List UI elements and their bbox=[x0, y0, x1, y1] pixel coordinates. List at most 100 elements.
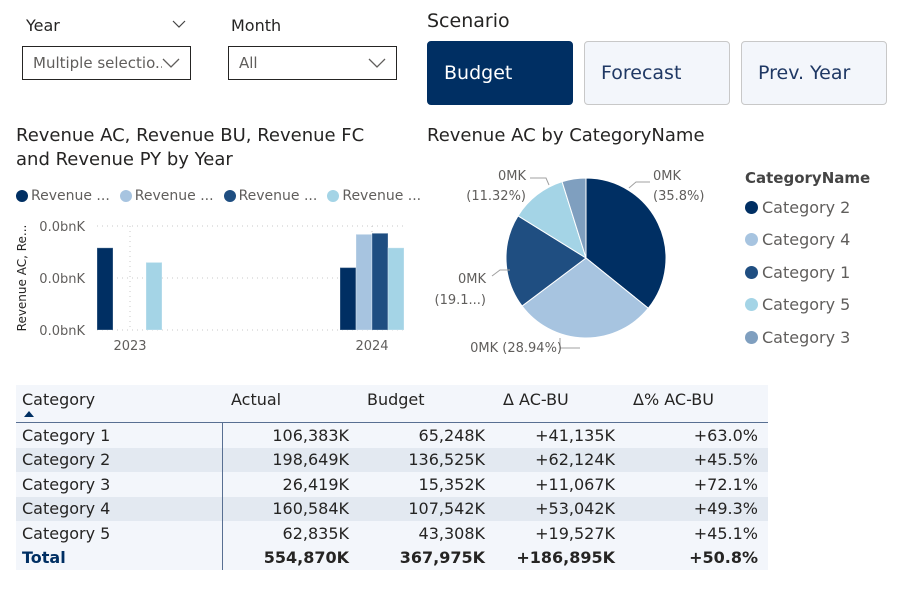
pie-legend-item[interactable]: Category 5 bbox=[745, 289, 870, 322]
cell-delta: +19,527K bbox=[535, 523, 615, 543]
year-slicer-title: Year bbox=[26, 16, 60, 35]
table-row[interactable]: Category 1 106,383K 65,248K +41,135K +63… bbox=[16, 423, 768, 448]
leader-line bbox=[628, 181, 650, 189]
legend-item-revenue-bu[interactable]: Revenue ... bbox=[119, 188, 214, 204]
pie-legend-label: Category 4 bbox=[762, 230, 851, 250]
pie-data-label: 0MK bbox=[458, 272, 486, 287]
y-tick-label: 0.0bnK bbox=[39, 220, 85, 235]
scenario-forecast-button[interactable]: Forecast bbox=[584, 41, 730, 105]
pie-slice-category-2[interactable] bbox=[585, 177, 667, 309]
cell-budget: 107,542K bbox=[408, 499, 485, 519]
cell-budget: 65,248K bbox=[418, 425, 485, 445]
bar-chart-title-line2: and Revenue PY by Year bbox=[16, 149, 233, 170]
table-row[interactable]: Category 4 160,584K 107,542K +53,042K +4… bbox=[16, 496, 768, 521]
pie-data-label: 0MK bbox=[653, 169, 681, 184]
cell-delta-pct: +63.0% bbox=[693, 425, 758, 445]
x-tick-label: 2024 bbox=[355, 339, 388, 354]
row-category: Category 5 bbox=[16, 521, 223, 546]
cell-actual: 198,649K bbox=[272, 450, 349, 470]
bar-chart-title: Revenue AC, Revenue BU, Revenue FC and R… bbox=[16, 124, 364, 172]
table-row[interactable]: Category 2 198,649K 136,525K +62,124K +4… bbox=[16, 447, 768, 472]
bar-chart: 0.0bnK 0.0bnK 0.0bnK Revenue AC, Re... 2023 2… bbox=[15, 220, 405, 354]
pie-data-label: 0MK bbox=[498, 169, 526, 184]
pie-data-label: 0MK (28.94%) bbox=[470, 341, 562, 356]
scenario-title: Scenario bbox=[427, 10, 510, 32]
pie-slice-category-3[interactable] bbox=[561, 177, 587, 259]
legend-dot-icon bbox=[745, 233, 758, 247]
column-header-budget[interactable]: Budget bbox=[367, 390, 425, 409]
pie-legend-label: Category 5 bbox=[762, 295, 851, 315]
chevron-down-icon[interactable] bbox=[172, 17, 186, 31]
bar-chart-title-line1: Revenue AC, Revenue BU, Revenue FC bbox=[16, 125, 365, 146]
bar-revenue-ac-2024[interactable] bbox=[339, 267, 357, 331]
pie-legend-label: Category 3 bbox=[762, 327, 851, 347]
pie-legend-item[interactable]: Category 1 bbox=[745, 256, 870, 289]
legend-dot-icon bbox=[119, 190, 132, 202]
pie-legend-title: CategoryName bbox=[745, 169, 871, 187]
cell-delta: +53,042K bbox=[535, 499, 615, 519]
cell-actual: 106,383K bbox=[272, 425, 349, 445]
pie-legend-label: Category 2 bbox=[762, 197, 851, 217]
pie-data-label: (19.1...) bbox=[435, 293, 487, 308]
cell-delta-pct: +72.1% bbox=[693, 474, 758, 494]
pie-legend-item[interactable]: Category 3 bbox=[745, 321, 870, 354]
bar-revenue-py-2023[interactable] bbox=[145, 261, 163, 331]
legend-label: Revenue ... bbox=[342, 188, 422, 204]
year-dropdown-value: Multiple selectio... bbox=[33, 54, 162, 72]
bar-revenue-fc-2024[interactable] bbox=[371, 232, 389, 331]
pie-chart-legend: CategoryName Category 2 Category 4 Categ… bbox=[745, 169, 870, 354]
cell-actual: 62,835K bbox=[282, 523, 349, 543]
total-budget: 367,975K bbox=[399, 548, 485, 568]
column-header-delta-ac-bu[interactable]: Δ AC-BU bbox=[503, 390, 569, 409]
bar-chart-legend: Revenue ... Revenue ... Revenue ... Reve… bbox=[16, 188, 421, 204]
row-category: Category 4 bbox=[16, 496, 223, 521]
month-dropdown-value: All bbox=[239, 54, 258, 72]
pie-legend-item[interactable]: Category 4 bbox=[745, 224, 870, 257]
legend-item-revenue-py[interactable]: Revenue ... bbox=[327, 188, 421, 204]
cell-delta-pct: +45.5% bbox=[693, 450, 758, 470]
month-dropdown[interactable]: All bbox=[228, 46, 397, 80]
year-dropdown[interactable]: Multiple selectio... bbox=[22, 46, 191, 80]
cell-budget: 43,308K bbox=[418, 523, 485, 543]
bar-revenue-bu-2024[interactable] bbox=[355, 233, 373, 331]
bar-revenue-ac-2023[interactable] bbox=[96, 247, 114, 331]
table-total-row: Total 554,870K 367,975K +186,895K +50.8% bbox=[16, 545, 768, 570]
scenario-prev-year-button[interactable]: Prev. Year bbox=[741, 41, 887, 105]
pie-chart: 0MK (35.8%) 0MK (28.94%) 0MK (19.1...) 0MK (11… bbox=[435, 169, 705, 356]
pie-data-label: (11.32%) bbox=[466, 189, 526, 204]
legend-dot-icon bbox=[745, 200, 758, 214]
chevron-down-icon bbox=[368, 58, 386, 68]
legend-dot-icon bbox=[745, 298, 758, 312]
legend-dot-icon bbox=[745, 330, 758, 344]
chevron-down-icon bbox=[162, 58, 180, 68]
cell-budget: 15,352K bbox=[418, 474, 485, 494]
column-header-category[interactable]: Category bbox=[16, 385, 223, 422]
total-actual: 554,870K bbox=[263, 548, 349, 568]
scenario-budget-button[interactable]: Budget bbox=[427, 41, 573, 105]
cell-actual: 160,584K bbox=[272, 499, 349, 519]
column-header-actual[interactable]: Actual bbox=[231, 390, 282, 409]
pie-data-label: (35.8%) bbox=[653, 189, 704, 204]
cell-delta: +41,135K bbox=[535, 425, 615, 445]
table-row[interactable]: Category 3 26,419K 15,352K +11,067K +72.… bbox=[16, 472, 768, 497]
legend-label: Revenue ... bbox=[134, 188, 214, 204]
legend-label: Revenue ... bbox=[238, 188, 318, 204]
pie-slice-category-4[interactable] bbox=[521, 257, 649, 339]
table-row[interactable]: Category 5 62,835K 43,308K +19,527K +45.… bbox=[16, 521, 768, 546]
bar-revenue-py-2024[interactable] bbox=[387, 247, 405, 331]
legend-item-revenue-ac[interactable]: Revenue ... bbox=[16, 188, 110, 204]
leader-line bbox=[530, 177, 550, 186]
legend-dot-icon bbox=[223, 190, 236, 202]
revenue-matrix: Category Actual Budget Δ AC-BU Δ% AC-BU … bbox=[16, 385, 768, 570]
cell-budget: 136,525K bbox=[408, 450, 485, 470]
y-tick-label: 0.0bnK bbox=[39, 324, 85, 339]
legend-dot-icon bbox=[327, 190, 340, 202]
column-header-delta-pct-ac-bu[interactable]: Δ% AC-BU bbox=[633, 390, 714, 409]
cell-delta: +62,124K bbox=[535, 450, 615, 470]
row-category: Category 3 bbox=[16, 472, 223, 497]
pie-legend-item[interactable]: Category 2 bbox=[745, 191, 870, 224]
total-delta-pct: +50.8% bbox=[689, 548, 758, 568]
pie-slice-category-1[interactable] bbox=[505, 215, 587, 307]
month-slicer-title: Month bbox=[231, 16, 282, 35]
legend-item-revenue-fc[interactable]: Revenue ... bbox=[223, 188, 318, 204]
